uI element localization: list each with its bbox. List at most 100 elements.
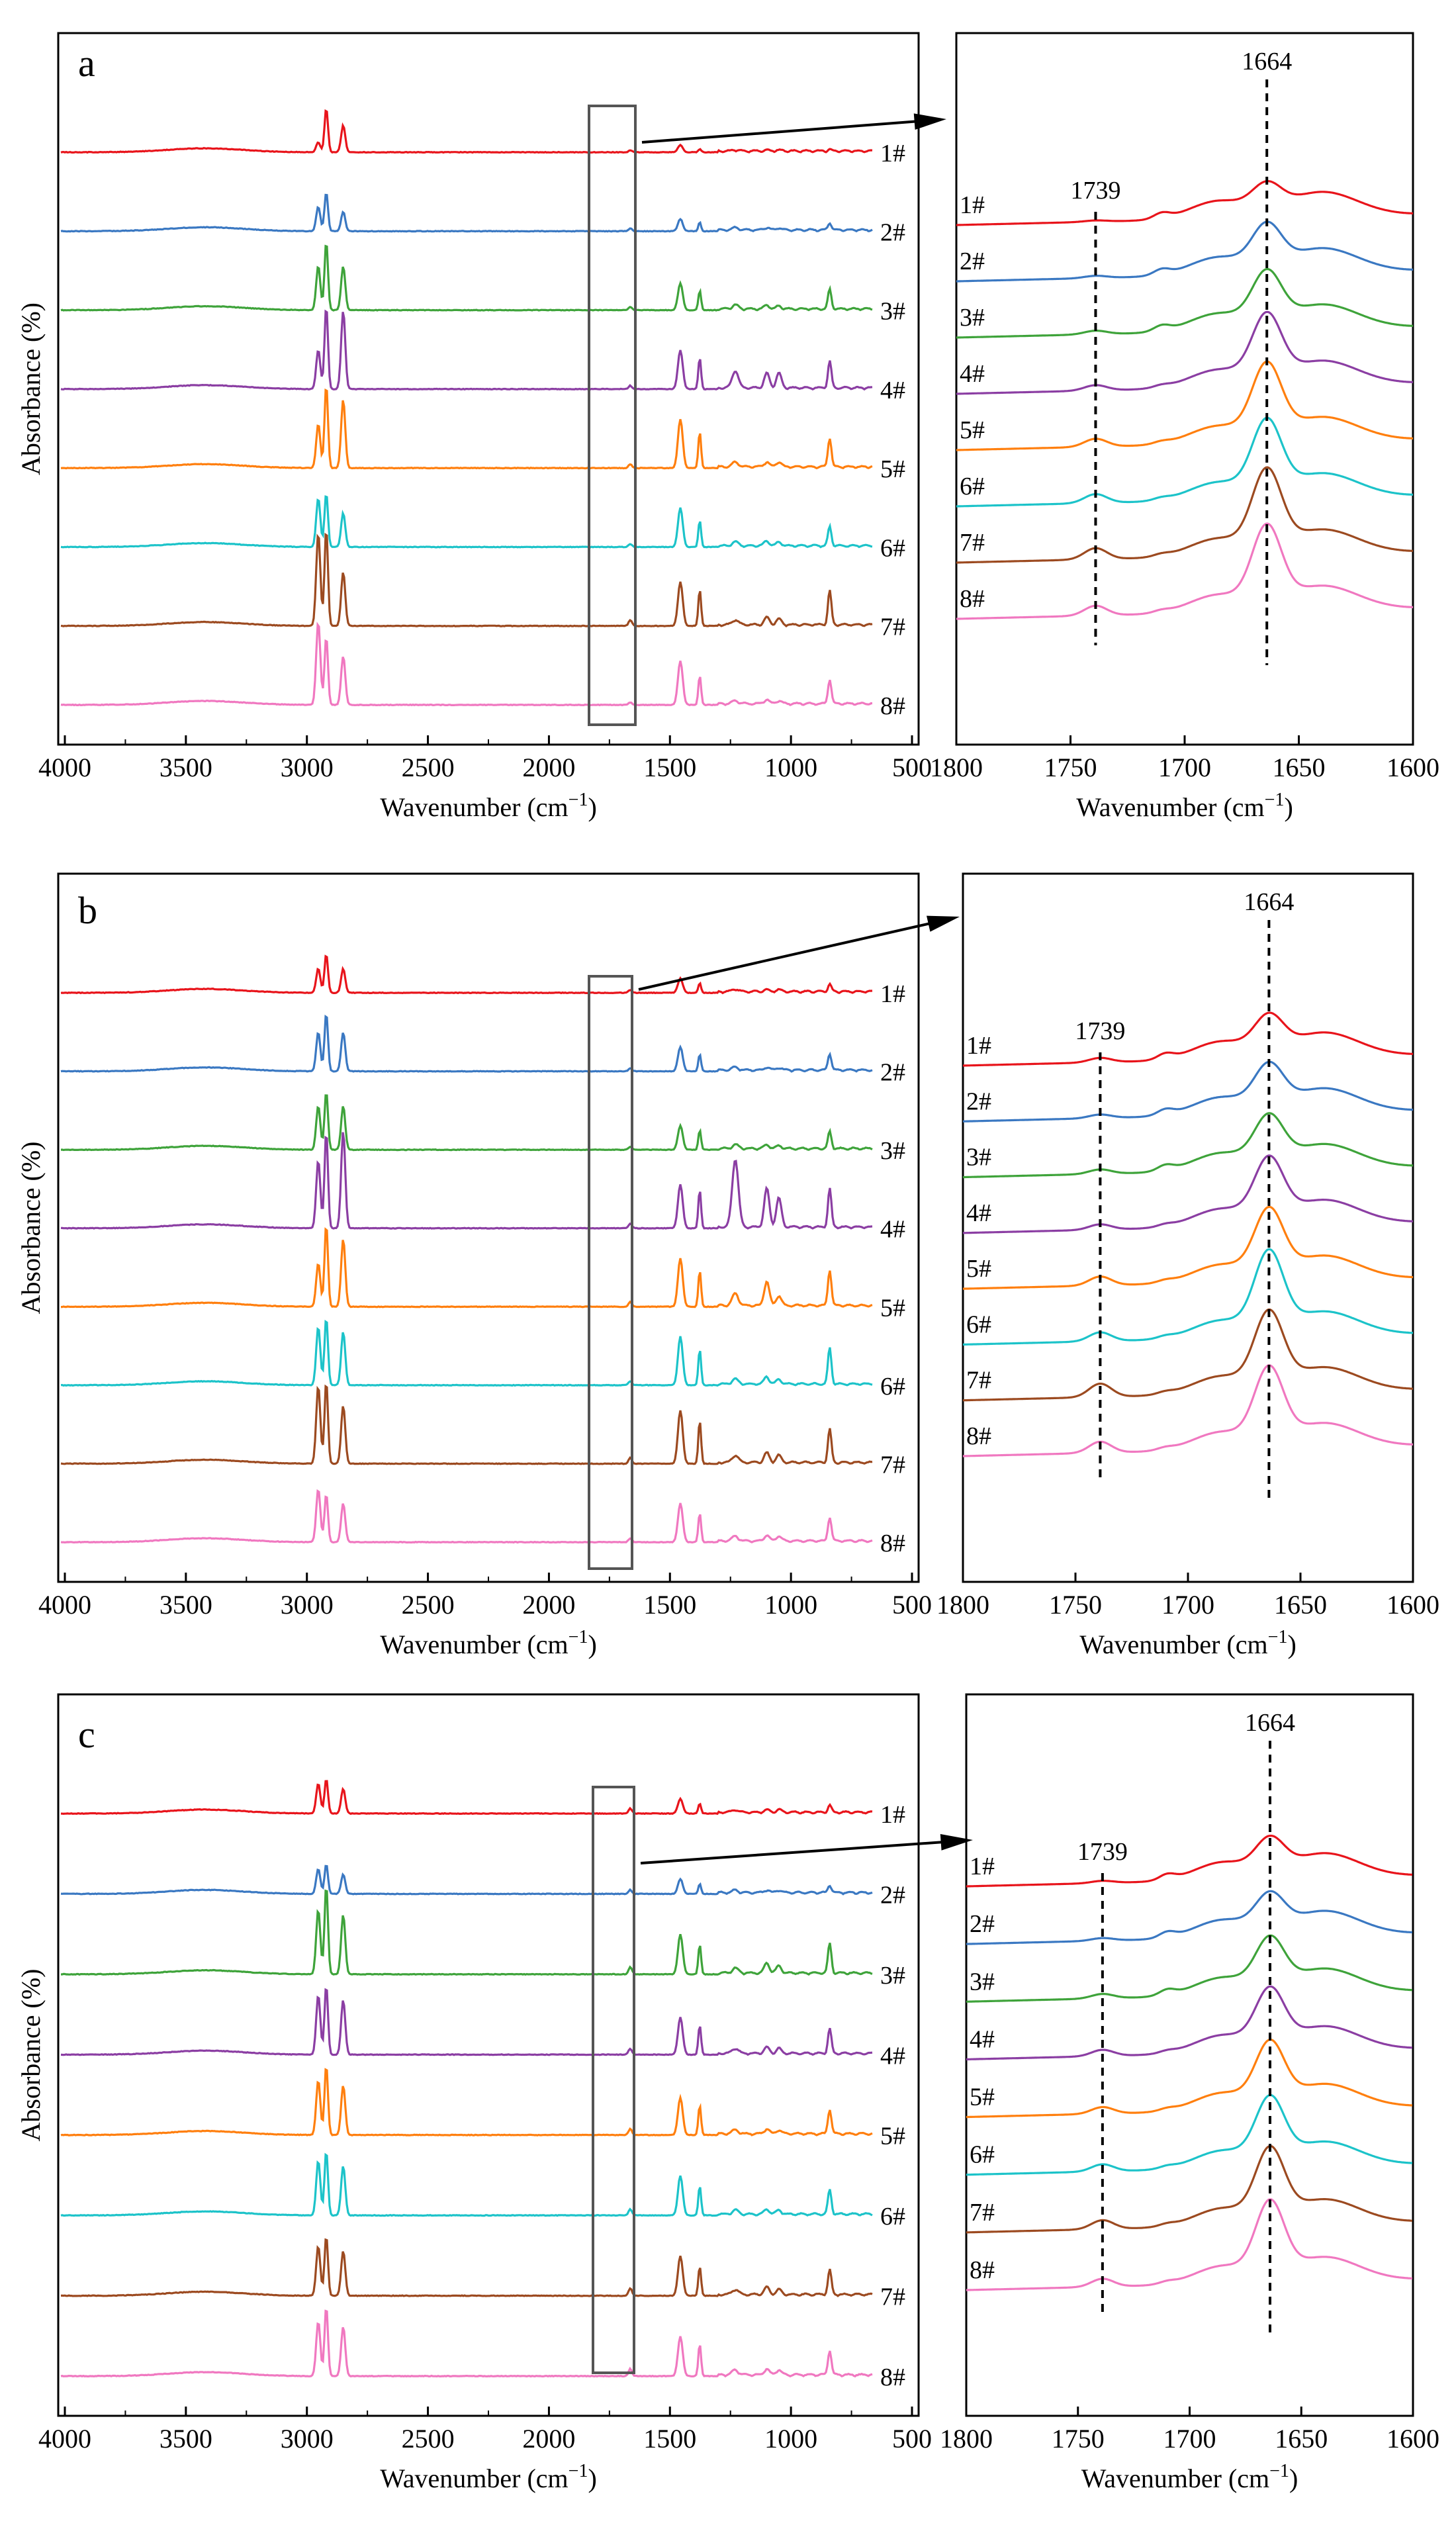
zoom-series-line-4# — [966, 1985, 1413, 2060]
zoom-series-line-1# — [963, 1011, 1414, 1067]
series-line-5# — [60, 2068, 873, 2137]
x-tick-label: 500 — [892, 2424, 932, 2454]
x-tick-label: 3000 — [281, 2424, 334, 2454]
series-line-2# — [60, 193, 873, 233]
x-tick-label: 1800 — [940, 2424, 993, 2454]
x-tick-label: 1700 — [1161, 1590, 1214, 1620]
x-tick-label: 1700 — [1163, 2424, 1216, 2454]
x-tick-label: 500 — [892, 1590, 932, 1620]
series-line-4# — [60, 309, 873, 391]
series-label: 1# — [880, 980, 905, 1008]
zoom-chart: 1800 1750 1700 1650 1600 Wavenumber (cm−1) 1# 2… — [930, 32, 1439, 822]
x-axis-label: Wavenumber (cm−1) — [1079, 1627, 1297, 1659]
zoom-series-line-4# — [962, 1154, 1414, 1234]
x-tick-label: 2000 — [522, 2424, 575, 2454]
series-line-3# — [60, 1094, 873, 1152]
zoom-plot-frame — [962, 872, 1414, 1583]
x-tick-label: 1600 — [1387, 2424, 1439, 2454]
x-tick-label: 4000 — [38, 1590, 91, 1620]
panel-letter: b — [78, 889, 97, 932]
zoom-plot-frame — [955, 32, 1414, 746]
series-label: 3# — [880, 298, 905, 326]
zoom-arrow-line — [641, 120, 921, 144]
zoom-series-label: 6# — [960, 473, 985, 500]
zoom-series-label: 5# — [970, 2084, 995, 2111]
panel-b: b 4000 3500 3000 2500 2000 1500 1000 500 Wavenumb… — [16, 872, 1439, 1659]
x-axis-label: Wavenumber (cm−1) — [1076, 790, 1293, 822]
zoom-series-label: 1# — [966, 1032, 991, 1060]
zoom-series-line-5# — [966, 2038, 1413, 2119]
x-tick-label: 1750 — [1052, 2424, 1105, 2454]
zoom-series-label: 3# — [970, 1968, 995, 1996]
peak-label-1664: 1664 — [1245, 1709, 1295, 1737]
zoom-arrow-line — [638, 921, 934, 991]
series-line-7# — [60, 1384, 873, 1465]
y-axis-label: Absorbance (%) — [16, 302, 46, 475]
x-tick-label: 1650 — [1273, 753, 1326, 782]
series-label: 3# — [880, 1137, 905, 1165]
x-tick-label: 1500 — [643, 753, 696, 782]
zoom-series-line-5# — [956, 360, 1414, 451]
zoom-plot-frame — [965, 1693, 1414, 2417]
x-axis-label: Wavenumber (cm−1) — [1081, 2461, 1298, 2493]
x-tick-label: 1000 — [764, 1590, 817, 1620]
series-label: 4# — [880, 377, 905, 404]
zoom-series-label: 8# — [970, 2256, 995, 2284]
peak-label-1739: 1739 — [1075, 1017, 1125, 1045]
zoom-series-label: 2# — [960, 248, 985, 275]
series-label: 4# — [880, 1216, 905, 1244]
series-label: 7# — [880, 614, 905, 641]
series-label: 2# — [880, 1059, 905, 1087]
series-line-2# — [60, 1015, 873, 1073]
zoom-series-label: 7# — [966, 1367, 991, 1395]
x-tick-label: 1500 — [643, 2424, 696, 2454]
zoom-series-label: 4# — [970, 2025, 995, 2053]
zoom-window-box — [588, 105, 637, 726]
series-line-5# — [61, 1227, 873, 1309]
x-tick-label: 1750 — [1049, 1590, 1102, 1620]
zoom-chart: 1800 1750 1700 1650 1600 Wavenumber (cm−1) 1# 2… — [936, 872, 1439, 1659]
x-tick-label: 1500 — [643, 1590, 696, 1620]
y-axis-label: Absorbance (%) — [16, 1969, 46, 2142]
series-label: 5# — [880, 1294, 905, 1322]
zoom-series-line-2# — [966, 1890, 1413, 1945]
x-tick-label: 1750 — [1044, 753, 1097, 782]
y-axis-label: Absorbance (%) — [16, 1142, 46, 1314]
series-label: 6# — [880, 2203, 905, 2230]
zoom-series-line-3# — [966, 1934, 1413, 2003]
zoom-series-label: 4# — [960, 360, 985, 388]
zoom-series-label: 7# — [960, 529, 985, 557]
zoom-series-line-6# — [963, 1248, 1414, 1346]
series-label: 7# — [880, 1451, 905, 1479]
x-tick-label: 1800 — [930, 753, 983, 782]
zoom-series-line-1# — [956, 179, 1414, 226]
zoom-series-line-2# — [962, 1060, 1414, 1123]
zoom-series-line-3# — [962, 1112, 1414, 1179]
series-label: 5# — [880, 455, 905, 483]
series-line-3# — [61, 1889, 873, 1976]
main-chart: b 4000 3500 3000 2500 2000 1500 1000 500 Wavenumb… — [16, 872, 932, 1659]
zoom-series-label: 6# — [966, 1310, 991, 1338]
zoom-series-line-7# — [966, 2144, 1413, 2234]
x-axis-label: Wavenumber (cm−1) — [380, 1627, 597, 1659]
zoom-series-line-5# — [963, 1205, 1414, 1290]
zoom-arrow-line — [640, 1840, 947, 1864]
x-tick-label: 3500 — [159, 753, 212, 782]
series-label: 8# — [880, 1530, 905, 1557]
x-tick-label: 1600 — [1387, 1590, 1439, 1620]
x-tick-label: 2500 — [402, 1590, 455, 1620]
zoom-chart: 1800 1750 1700 1650 1600 Wavenumber (cm−1) 1# 2… — [940, 1693, 1439, 2493]
x-tick-label: 1650 — [1275, 2424, 1328, 2454]
x-tick-label: 1000 — [764, 753, 817, 782]
zoom-series-label: 3# — [960, 304, 985, 332]
x-axis-label: Wavenumber (cm−1) — [380, 2461, 597, 2493]
zoom-series-line-8# — [956, 522, 1414, 620]
series-line-1# — [60, 954, 873, 995]
main-chart: c 4000 3500 3000 2500 2000 1500 1000 500 Wavenumb… — [16, 1693, 932, 2493]
zoom-window-box — [592, 1786, 635, 2374]
x-tick-label: 2500 — [402, 753, 455, 782]
series-label: 8# — [880, 2364, 905, 2391]
zoom-series-line-1# — [966, 1834, 1413, 1888]
panel-letter: a — [78, 42, 95, 85]
